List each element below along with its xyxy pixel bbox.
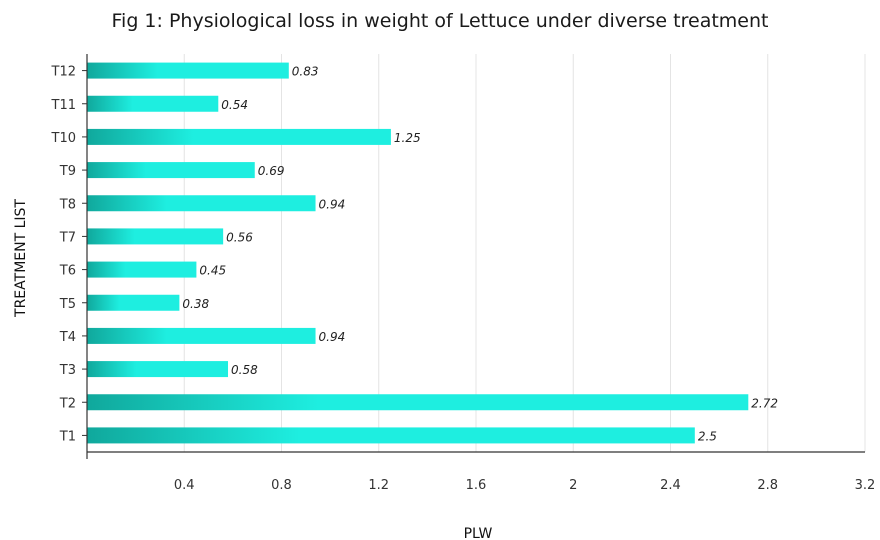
bar-t12 — [87, 62, 289, 79]
y-tick-label-t10: T10 — [51, 131, 76, 146]
x-tick-label: 1.2 — [368, 478, 389, 493]
value-label-t7: 0.56 — [226, 230, 253, 244]
x-tick-label: 2 — [569, 478, 577, 493]
y-tick-label-t5: T5 — [59, 297, 76, 312]
axes: 0.4 0.8 1.2 1.6 2 2.4 2.8 3.2 T1 T2 T3 T4 T5 T6 T7 T8 T9… — [51, 54, 876, 493]
bar-t2 — [87, 394, 749, 411]
value-label-t9: 0.69 — [258, 164, 285, 178]
value-label-t2: 2.72 — [751, 396, 778, 410]
y-tick-label-t7: T7 — [59, 230, 76, 245]
value-label-t11: 0.54 — [221, 98, 248, 112]
value-label-t8: 0.94 — [319, 197, 346, 211]
x-tick-label: 3.2 — [855, 478, 876, 493]
y-tick-label-t1: T1 — [59, 429, 76, 444]
bar-t3 — [87, 361, 229, 378]
bar-t4 — [87, 327, 316, 344]
value-label-t4: 0.94 — [319, 330, 346, 344]
x-tick-label: 1.6 — [466, 478, 487, 493]
x-tick-label: 0.8 — [271, 478, 292, 493]
y-tick-label-t8: T8 — [59, 197, 76, 212]
bar-t6 — [87, 261, 197, 278]
y-tick-label-t4: T4 — [59, 330, 76, 345]
chart-title: Fig 1: Physiological loss in weight of L… — [111, 10, 769, 32]
y-tick-label-t3: T3 — [59, 363, 76, 378]
x-tick-label: 2.4 — [660, 478, 681, 493]
y-tick-label-t11: T11 — [51, 98, 76, 113]
y-tick-label-t2: T2 — [59, 396, 76, 411]
x-axis-title: PLW — [464, 526, 493, 540]
value-label-t1: 2.5 — [698, 429, 717, 443]
x-tick-label: 0.4 — [174, 478, 195, 493]
bar-t9 — [87, 162, 255, 179]
grid-lines — [183, 54, 866, 452]
y-tick-label-t9: T9 — [59, 164, 76, 179]
bars: 2.5 2.72 0.58 0.94 0.38 0.45 0.56 0.94 0.69 1.25 0… — [87, 62, 778, 444]
value-label-t3: 0.58 — [231, 363, 258, 377]
y-axis-title: TREATMENT LIST — [13, 199, 29, 318]
bar-t8 — [87, 195, 316, 212]
bar-t10 — [87, 128, 391, 145]
x-tick-label: 2.8 — [757, 478, 778, 493]
value-label-t6: 0.45 — [199, 264, 226, 278]
bar-t5 — [87, 294, 180, 311]
value-label-t5: 0.38 — [182, 297, 209, 311]
value-label-t12: 0.83 — [292, 65, 319, 79]
y-tick-label-t6: T6 — [59, 264, 76, 279]
bar-t1 — [87, 427, 695, 444]
y-tick-label-t12: T12 — [51, 65, 76, 80]
value-label-t10: 1.25 — [394, 131, 421, 145]
bar-t7 — [87, 228, 224, 245]
bar-t11 — [87, 95, 219, 112]
